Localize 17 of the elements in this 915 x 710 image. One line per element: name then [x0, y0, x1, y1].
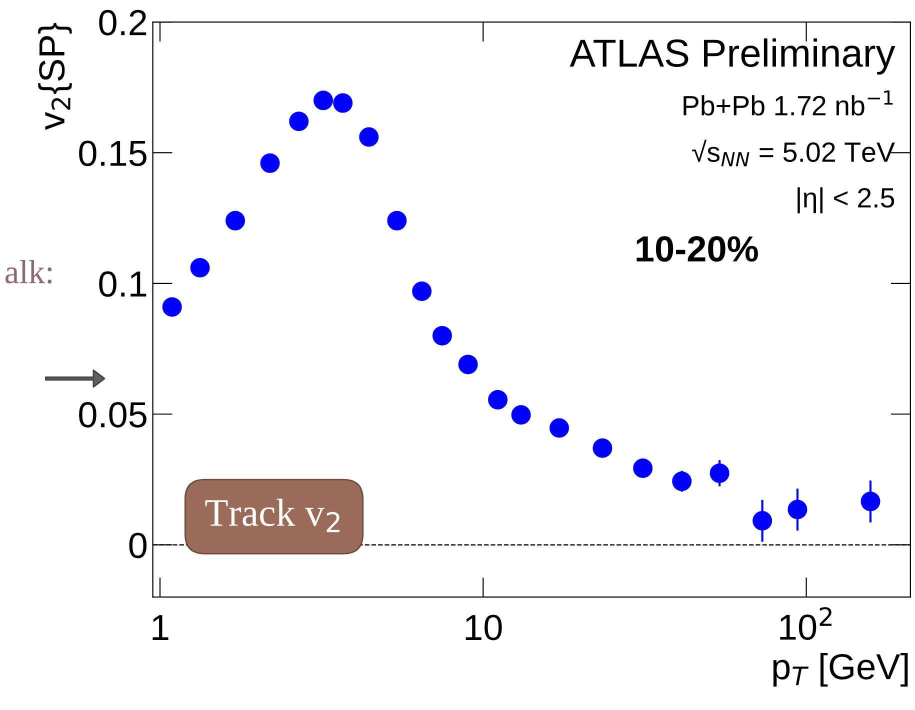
- x-tick-label: 10: [466, 614, 502, 640]
- annotation: 10-20%: [636, 236, 758, 262]
- y-tick-label: 0.1: [99, 271, 146, 297]
- annotation: Pb+Pb 1.72 nb$^{−1}$: [684, 90, 893, 116]
- y-tick-label: 0.2: [99, 10, 146, 36]
- annotation: Track v$_{2}$: [205, 498, 340, 532]
- y-tick-label: 0: [129, 532, 147, 558]
- y-tick-label: 0.15: [79, 140, 146, 166]
- annotation: ATLAS Preliminary: [570, 38, 896, 75]
- annotation: √s$_{NN}$ = 5.02 TeV: [692, 140, 895, 166]
- x-axis-title: p$_{T}$ [GeV]: [773, 652, 908, 687]
- y-axis-title: v$_{2}${SP}: [38, 22, 72, 130]
- annotation: |η| < 2.5: [798, 187, 894, 214]
- x-tick-label: 1: [152, 615, 168, 640]
- x-tick-label: 10$^{2}$: [780, 607, 832, 640]
- y-tick-label: 0.05: [79, 402, 146, 428]
- text: alk:: [6, 260, 52, 284]
